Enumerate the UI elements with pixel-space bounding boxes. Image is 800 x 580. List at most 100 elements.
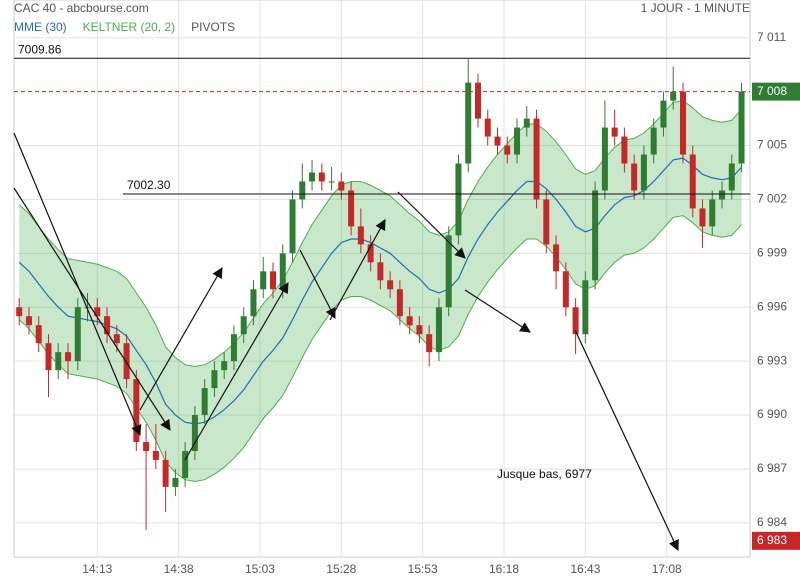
candle-body [709, 199, 716, 227]
candle-body [338, 181, 345, 191]
candle-body [16, 307, 23, 317]
candle-body [240, 316, 247, 335]
legend-entry: MME (30) [14, 20, 67, 34]
mme-line [18, 157, 742, 425]
last-price-label: 7 008 [757, 84, 787, 98]
candle-body [328, 181, 335, 183]
arrow [13, 132, 142, 436]
candle-body [650, 127, 657, 155]
candle-body [699, 208, 706, 227]
candle-body [484, 118, 491, 137]
candle-body [191, 415, 198, 451]
candle-body [689, 154, 696, 209]
x-tick-label: 14:38 [164, 562, 194, 576]
x-tick-label: 16:43 [570, 562, 600, 576]
y-tick-label: 6 999 [757, 246, 787, 260]
pivots: 7009.86 7002.30 [14, 42, 750, 195]
candle-body [465, 82, 472, 164]
candle-body [230, 334, 237, 362]
candle-body [601, 127, 608, 191]
y-tick-label: 6 990 [757, 407, 787, 421]
candle-body [123, 343, 130, 380]
candle-body [719, 190, 726, 200]
candle-body [435, 307, 442, 353]
candle-body [143, 442, 150, 451]
y-tick-label: 6 984 [757, 515, 787, 529]
pivot-label: 7009.86 [18, 42, 62, 56]
chart-subtitle: 1 JOUR - 1 MINUTE [641, 1, 750, 15]
candle-body [445, 235, 452, 308]
candle-body [113, 334, 120, 344]
candle-body [182, 450, 189, 478]
candle-body [55, 352, 62, 371]
candle-body [94, 307, 101, 317]
x-tick-label: 14:13 [82, 562, 112, 576]
pivot-label: 7002.30 [127, 178, 171, 192]
annotation: Jusque bas, 6977 [497, 467, 592, 481]
candle-body [45, 343, 52, 371]
y-tick-label: 7 011 [757, 30, 786, 44]
candle-body [396, 289, 403, 317]
candle-body [494, 136, 501, 146]
candle-body [416, 325, 423, 335]
candle-body [533, 118, 540, 200]
candle-body [25, 316, 32, 326]
marker-price-label: 6 983 [757, 533, 787, 547]
band-fill [19, 100, 742, 482]
arrow [329, 219, 386, 321]
candle-body [299, 181, 306, 200]
candle-body [133, 379, 140, 443]
last-price-tag [752, 82, 800, 101]
candle-body [260, 271, 267, 290]
candle-body [104, 316, 111, 335]
chart-title: CAC 40 - abcbourse.com [14, 1, 149, 15]
candle-body [406, 316, 413, 326]
candle-body [65, 352, 72, 362]
candle-body [35, 325, 42, 344]
candle-body [387, 280, 394, 290]
candle-body [738, 91, 745, 164]
arrow [13, 187, 171, 431]
candle-body [348, 190, 355, 227]
candle-body [621, 136, 628, 164]
candle-body [582, 280, 589, 335]
candle-body [74, 307, 81, 362]
candle-body [309, 172, 316, 182]
candle-body [426, 334, 433, 353]
x-tick-label: 15:53 [408, 562, 438, 576]
candle-body [250, 289, 257, 317]
candle-body [474, 82, 481, 119]
keltner [18, 100, 742, 483]
candle-body [377, 262, 384, 281]
candle-body [201, 388, 208, 416]
y-tick-label: 6 987 [757, 461, 787, 475]
candle-body [367, 244, 374, 263]
marker-price-tag [752, 531, 800, 550]
candle-body [660, 100, 667, 128]
legend-entry: PIVOTS [191, 20, 235, 34]
candle-body [543, 199, 550, 245]
arrow [139, 267, 223, 411]
candles [16, 59, 745, 531]
x-tick-label: 15:28 [326, 562, 356, 576]
candle-body [562, 271, 569, 308]
x-tick-label: 17:08 [652, 562, 682, 576]
y-tick-label: 7 005 [757, 138, 787, 152]
candle-body [592, 190, 599, 281]
drawn-arrows [13, 132, 679, 551]
candle-body [162, 459, 169, 487]
y-tick-label: 6 996 [757, 299, 787, 313]
candle-body [221, 361, 228, 371]
arrow [397, 191, 466, 259]
arrow [299, 249, 336, 319]
x-tick-label: 16:18 [489, 562, 519, 576]
y-tick-label: 7 002 [757, 192, 787, 206]
arrow [184, 282, 289, 461]
candle-body [172, 477, 179, 487]
keltner-lower [18, 215, 742, 483]
y-tick-label: 6 993 [757, 353, 787, 367]
candle-body [640, 154, 647, 191]
candle-body [611, 127, 618, 137]
candle-body [357, 226, 364, 245]
